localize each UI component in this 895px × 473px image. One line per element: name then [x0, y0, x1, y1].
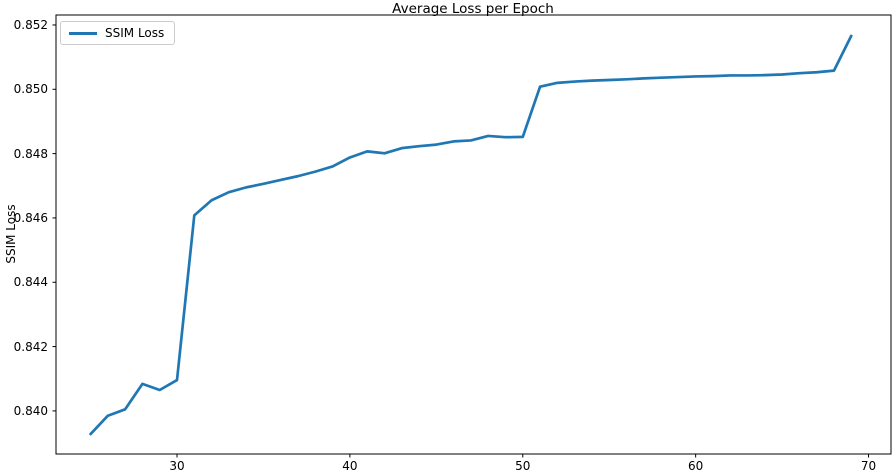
legend-label: SSIM Loss [105, 26, 165, 40]
y-tick-label: 0.848 [13, 146, 48, 161]
loss-curve [89, 34, 853, 436]
legend: SSIM Loss [60, 21, 176, 45]
x-tick-label: 30 [169, 459, 185, 473]
y-tick-label: 0.842 [13, 339, 48, 354]
axes-frame [55, 14, 892, 455]
y-tick-label: 0.846 [13, 210, 48, 225]
x-tick-label: 70 [860, 459, 877, 473]
y-tick-label: 0.844 [13, 275, 48, 290]
chart-title: Average Loss per Epoch [392, 1, 554, 17]
x-tick-label: 40 [342, 459, 358, 473]
x-tick-label: 60 [688, 459, 704, 473]
y-tick-label: 0.850 [13, 82, 48, 97]
x-tick-label: 50 [515, 459, 531, 473]
y-tick-label: 0.852 [13, 17, 48, 32]
legend-line-swatch [69, 31, 97, 35]
y-tick-label: 0.840 [13, 403, 48, 418]
